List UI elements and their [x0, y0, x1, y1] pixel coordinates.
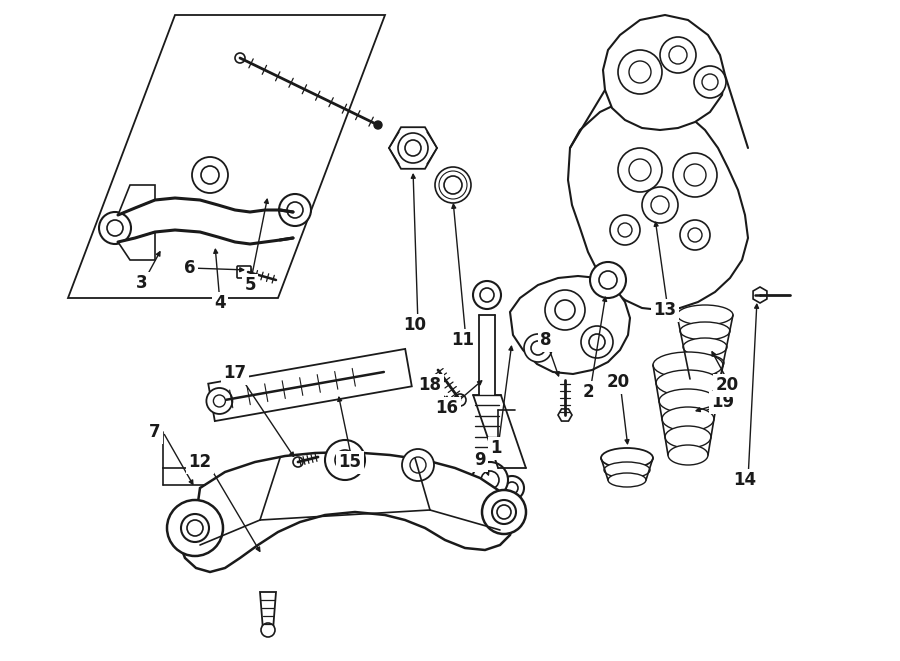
Ellipse shape [662, 407, 714, 431]
Polygon shape [260, 592, 276, 630]
Ellipse shape [656, 370, 720, 396]
Text: 4: 4 [214, 294, 226, 312]
Text: 15: 15 [338, 453, 362, 471]
Circle shape [192, 157, 228, 193]
Circle shape [325, 440, 365, 480]
Text: 8: 8 [540, 331, 552, 349]
Polygon shape [558, 409, 572, 421]
Ellipse shape [683, 338, 727, 356]
Text: 20: 20 [607, 373, 630, 391]
Circle shape [398, 133, 428, 163]
Polygon shape [389, 127, 437, 169]
Circle shape [590, 262, 626, 298]
Circle shape [581, 326, 613, 358]
Ellipse shape [665, 426, 711, 448]
Circle shape [261, 623, 275, 637]
Circle shape [618, 50, 662, 94]
Circle shape [402, 449, 434, 481]
Text: 18: 18 [418, 376, 442, 394]
Text: 16: 16 [436, 399, 458, 417]
Circle shape [435, 167, 471, 203]
Text: 14: 14 [734, 471, 757, 489]
Ellipse shape [668, 445, 708, 465]
Ellipse shape [686, 355, 724, 371]
Circle shape [492, 500, 516, 524]
Text: 7: 7 [149, 423, 161, 441]
Circle shape [374, 121, 382, 129]
Ellipse shape [601, 448, 653, 468]
Circle shape [99, 212, 131, 244]
Circle shape [610, 215, 640, 245]
Text: 12: 12 [188, 453, 212, 471]
Circle shape [642, 187, 678, 223]
Polygon shape [118, 185, 155, 215]
Ellipse shape [690, 371, 720, 387]
Ellipse shape [604, 462, 650, 478]
Text: 2: 2 [582, 383, 594, 401]
Text: 9: 9 [474, 451, 486, 469]
Circle shape [454, 394, 466, 406]
Polygon shape [568, 98, 748, 310]
Polygon shape [180, 452, 515, 572]
Text: 13: 13 [653, 301, 677, 319]
Circle shape [235, 53, 245, 63]
Text: 5: 5 [244, 276, 256, 294]
Circle shape [279, 194, 311, 226]
Polygon shape [603, 15, 725, 130]
Circle shape [694, 66, 726, 98]
Circle shape [181, 514, 209, 542]
Ellipse shape [677, 305, 733, 325]
Ellipse shape [659, 389, 717, 413]
Text: 17: 17 [223, 364, 247, 382]
Text: 11: 11 [452, 331, 474, 349]
Circle shape [500, 476, 524, 500]
Polygon shape [118, 232, 155, 260]
Text: 3: 3 [136, 274, 148, 292]
Circle shape [680, 220, 710, 250]
Circle shape [618, 148, 662, 192]
Text: 6: 6 [184, 259, 196, 277]
Text: 10: 10 [403, 316, 427, 334]
Polygon shape [753, 287, 767, 303]
Text: 19: 19 [711, 393, 734, 411]
Polygon shape [208, 349, 412, 421]
Circle shape [545, 290, 585, 330]
Circle shape [673, 153, 717, 197]
FancyBboxPatch shape [237, 266, 251, 278]
Text: 20: 20 [716, 376, 739, 394]
Ellipse shape [680, 322, 730, 340]
Circle shape [206, 388, 232, 414]
Text: 1: 1 [491, 439, 502, 457]
Circle shape [167, 500, 223, 556]
Circle shape [293, 457, 303, 467]
Circle shape [660, 37, 696, 73]
Ellipse shape [653, 352, 723, 378]
Circle shape [524, 334, 552, 362]
Polygon shape [68, 15, 385, 298]
Polygon shape [510, 276, 630, 374]
Ellipse shape [608, 473, 646, 487]
Circle shape [472, 462, 508, 498]
Circle shape [473, 281, 501, 309]
Circle shape [482, 490, 526, 534]
